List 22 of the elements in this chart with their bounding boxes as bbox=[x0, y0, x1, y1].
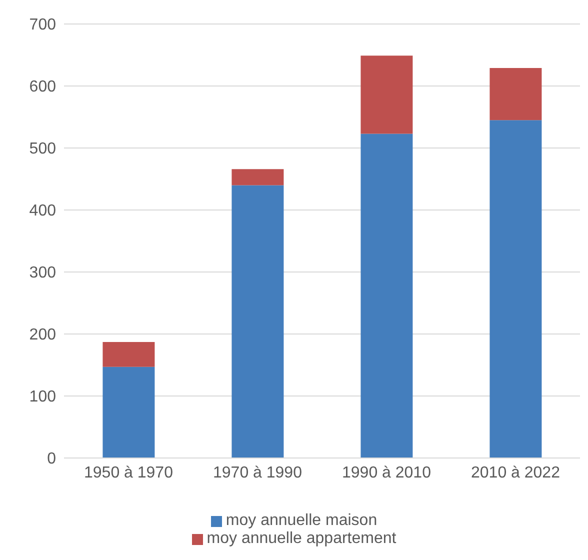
y-tick-label: 100 bbox=[29, 388, 56, 406]
bar bbox=[102, 342, 155, 367]
bar bbox=[232, 169, 284, 186]
y-tick-label: 600 bbox=[29, 78, 56, 96]
y-tick-label: 300 bbox=[29, 264, 56, 282]
y-tick-label: 500 bbox=[29, 140, 56, 158]
x-tick-label: 1950 à 1970 bbox=[84, 464, 174, 482]
bar bbox=[232, 185, 284, 458]
x-tick-label: 2010 à 2022 bbox=[471, 464, 560, 482]
bar bbox=[490, 68, 542, 120]
y-tick-label: 400 bbox=[29, 202, 56, 220]
y-tick-label: 200 bbox=[29, 326, 56, 344]
legend-label: moy annuelle appartement bbox=[206, 530, 396, 548]
x-tick-label: 1970 à 1990 bbox=[213, 464, 302, 482]
x-tick-label: 1990 à 2010 bbox=[342, 464, 432, 482]
bar bbox=[490, 120, 542, 458]
y-tick-label: 700 bbox=[29, 16, 56, 34]
bar bbox=[360, 134, 413, 458]
y-tick-label: 0 bbox=[47, 450, 56, 468]
bar bbox=[102, 366, 155, 458]
legend-label: moy annuelle maison bbox=[226, 512, 378, 530]
bar bbox=[360, 56, 413, 134]
